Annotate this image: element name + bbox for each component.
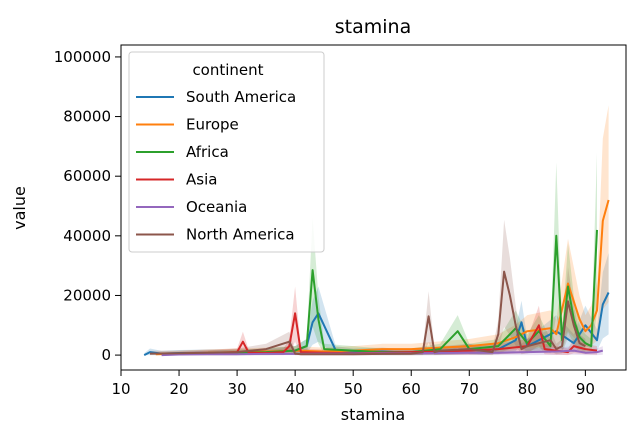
y-tick-label: 100000	[54, 48, 111, 66]
x-axis-label: stamina	[341, 405, 405, 424]
x-axis: 10 20 30 40 50 60 70 80 90	[111, 370, 595, 398]
y-axis: 0 20000 40000 60000 80000 100000	[54, 48, 121, 364]
chart-title: stamina	[335, 16, 411, 38]
x-tick-label: 10	[111, 380, 130, 398]
y-tick-label: 20000	[63, 286, 111, 304]
y-tick-label: 0	[101, 346, 111, 364]
x-tick-label: 30	[228, 380, 247, 398]
legend-label-north-america: North America	[186, 226, 295, 244]
plot-frame	[120, 44, 627, 371]
legend-box	[128, 51, 325, 253]
legend: continent South America Europe Africa Asia O…	[128, 51, 325, 253]
x-tick-label: 20	[169, 380, 188, 398]
y-axis-label: value	[10, 186, 29, 230]
legend-title: continent	[192, 61, 263, 79]
x-tick-label: 60	[402, 380, 421, 398]
legend-items: South America Europe Africa Asia Oceania Nort…	[136, 88, 296, 244]
x-tick-label: 50	[344, 380, 363, 398]
y-tick-label: 40000	[63, 227, 111, 245]
series-lines	[143, 199, 610, 357]
x-tick-label: 80	[518, 380, 537, 398]
legend-label-south-america: South America	[186, 88, 296, 106]
legend-label-europe: Europe	[186, 116, 239, 134]
line-north-america	[149, 270, 586, 356]
x-tick-label: 90	[576, 380, 595, 398]
y-tick-label: 60000	[63, 167, 111, 185]
x-tick-label: 70	[460, 380, 479, 398]
legend-label-oceania: Oceania	[186, 198, 247, 216]
legend-label-africa: Africa	[186, 143, 229, 161]
y-tick-label: 80000	[63, 108, 111, 126]
legend-label-asia: Asia	[186, 171, 217, 189]
x-tick-label: 40	[286, 380, 305, 398]
